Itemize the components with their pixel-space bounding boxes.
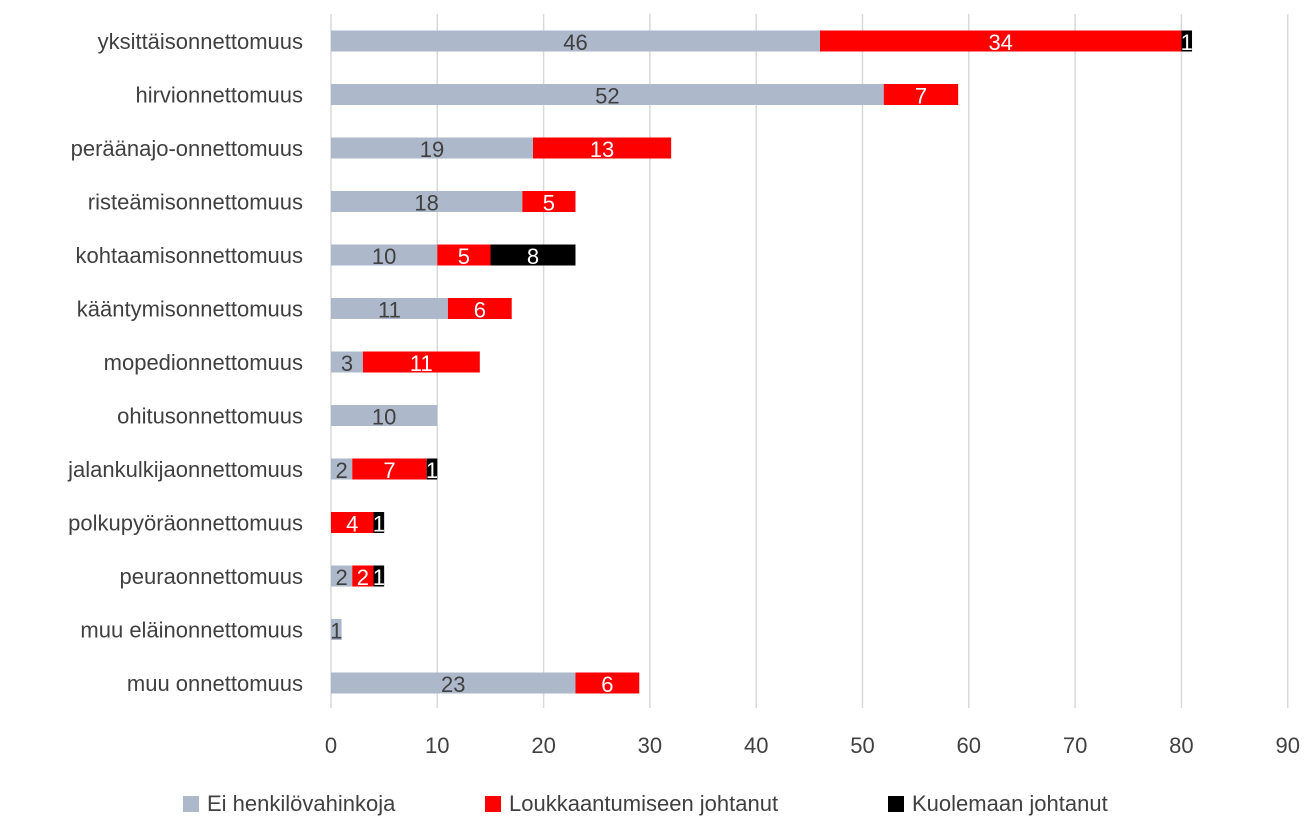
bar-segment bbox=[447, 298, 512, 319]
legend-swatch bbox=[485, 796, 501, 812]
data-label: 11 bbox=[378, 298, 401, 323]
bar-segment bbox=[331, 191, 523, 212]
bar-segment bbox=[352, 458, 427, 480]
bar-segment bbox=[331, 619, 342, 640]
bar-segment bbox=[331, 512, 374, 533]
bar-segment bbox=[373, 565, 385, 587]
bar-segment bbox=[331, 30, 820, 52]
bar-segment bbox=[362, 351, 480, 373]
bar-segment bbox=[819, 30, 1182, 52]
category-label: kääntymisonnettomuus bbox=[77, 297, 303, 322]
data-label: 7 bbox=[383, 458, 395, 483]
data-label: 11 bbox=[410, 351, 433, 376]
x-tick-label: 80 bbox=[1169, 733, 1193, 758]
legend: Ei henkilövahinkoja Loukkaantumiseen joht… bbox=[183, 791, 1108, 816]
x-tick-label: 90 bbox=[1275, 733, 1299, 758]
data-label: 6 bbox=[601, 672, 613, 697]
data-label: 7 bbox=[915, 84, 927, 109]
x-tick-label: 0 bbox=[325, 733, 337, 758]
category-label: muu onnettomuus bbox=[127, 671, 303, 696]
x-tick-label: 60 bbox=[957, 733, 981, 758]
bar-segment bbox=[331, 351, 363, 373]
data-label: 6 bbox=[474, 298, 486, 323]
legend-swatch bbox=[183, 796, 199, 812]
bar-segment bbox=[532, 137, 672, 159]
bar-segment bbox=[331, 298, 448, 319]
x-axis-tick-labels: 0 10 20 30 40 50 60 70 80 90 bbox=[325, 733, 1300, 758]
data-label: 18 bbox=[414, 191, 438, 216]
category-label: peuraonnettomuus bbox=[120, 564, 303, 589]
data-label: 19 bbox=[420, 137, 444, 162]
data-label: 1 bbox=[373, 565, 385, 590]
legend-label: Kuolemaan johtanut bbox=[912, 791, 1108, 816]
data-label: 1 bbox=[1181, 30, 1193, 55]
category-label: hirvionnettomuus bbox=[135, 83, 303, 108]
data-label: 1 bbox=[426, 458, 438, 483]
x-tick-label: 70 bbox=[1063, 733, 1087, 758]
data-label: 1 bbox=[373, 512, 385, 537]
data-label: 2 bbox=[336, 458, 348, 483]
bar-segment bbox=[1181, 30, 1193, 52]
category-labels: yksittäisonnettomuus hirvionnettomuus perä… bbox=[67, 29, 303, 696]
data-label: 1 bbox=[330, 619, 342, 644]
category-label: yksittäisonnettomuus bbox=[98, 29, 303, 54]
x-tick-label: 50 bbox=[850, 733, 874, 758]
bar-segment bbox=[331, 84, 884, 105]
bars bbox=[331, 30, 1193, 694]
data-label: 34 bbox=[988, 30, 1012, 55]
data-label: 46 bbox=[563, 30, 587, 55]
category-label: polkupyöräonnettomuus bbox=[68, 511, 303, 536]
category-label: peräänajo-onnettomuus bbox=[71, 136, 303, 161]
data-label: 23 bbox=[441, 672, 465, 697]
legend-swatch bbox=[888, 796, 904, 812]
bar-segment bbox=[331, 405, 438, 426]
data-label: 13 bbox=[590, 137, 614, 162]
data-label: 8 bbox=[527, 244, 539, 269]
bar-segment bbox=[575, 672, 640, 694]
bar-segment bbox=[373, 512, 385, 533]
x-tick-label: 20 bbox=[531, 733, 555, 758]
data-label: 10 bbox=[372, 405, 396, 430]
bar-segment bbox=[331, 565, 353, 587]
bar-segment bbox=[331, 672, 576, 694]
x-tick-label: 10 bbox=[425, 733, 449, 758]
bar-segment bbox=[352, 565, 374, 587]
bar-segment bbox=[883, 84, 959, 105]
bar-segment bbox=[331, 244, 438, 266]
bar-segment bbox=[426, 458, 438, 480]
data-label: 4 bbox=[346, 512, 358, 537]
bar-segment bbox=[522, 191, 576, 212]
data-label: 5 bbox=[458, 244, 470, 269]
bar-segment bbox=[490, 244, 576, 266]
category-label: risteämisonnettomuus bbox=[88, 190, 303, 215]
category-label: muu eläinonnettomuus bbox=[80, 618, 303, 643]
data-label: 2 bbox=[336, 565, 348, 590]
data-label: 2 bbox=[357, 565, 369, 590]
category-label: jalankulkijaonnettomuus bbox=[67, 457, 303, 482]
category-label: kohtaamisonnettomuus bbox=[76, 243, 303, 268]
x-tick-label: 40 bbox=[744, 733, 768, 758]
bar-segment bbox=[331, 137, 533, 159]
category-label: ohitusonnettomuus bbox=[117, 404, 303, 429]
gridlines bbox=[330, 14, 1289, 708]
bar-segment bbox=[331, 458, 353, 480]
legend-label: Ei henkilövahinkoja bbox=[207, 791, 396, 816]
bar-segment bbox=[437, 244, 491, 266]
category-label: mopedionnettomuus bbox=[104, 350, 303, 375]
data-label: 10 bbox=[372, 244, 396, 269]
data-label: 5 bbox=[543, 191, 555, 216]
data-label: 52 bbox=[595, 84, 619, 109]
data-label: 3 bbox=[341, 351, 353, 376]
x-tick-label: 30 bbox=[638, 733, 662, 758]
legend-label: Loukkaantumiseen johtanut bbox=[509, 791, 778, 816]
